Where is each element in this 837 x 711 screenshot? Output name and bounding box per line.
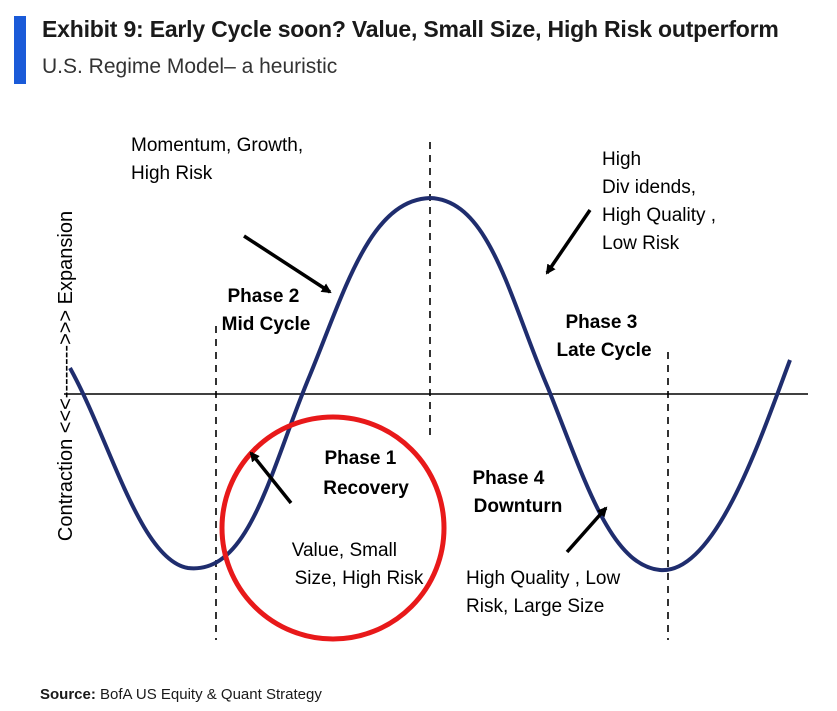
dividends-arrow [545,209,592,275]
phase2-label: Phase 2 Mid Cycle [222,286,311,335]
source-text: BofA US Equity & Quant Strategy [100,686,322,703]
value-arrow [249,451,293,505]
phase1-name: Phase 1 [324,448,396,469]
momentum-arrow [243,234,332,294]
quality-callout-line: Risk, Large Size [466,596,604,617]
dividends-callout: High Div idends, High Quality , Low Risk [602,149,721,254]
quality-callout-line: High Quality , Low [466,568,620,589]
cycle-curve [68,195,792,573]
phase2-name: Phase 2 [227,286,299,307]
momentum-callout-line: Momentum, Growth, [131,135,303,156]
value-callout-line: Value, Small [292,540,397,561]
exhibit-subtitle: U.S. Regime Model– a heuristic [42,55,338,78]
momentum-callout: Momentum, Growth, High Risk [131,135,308,184]
phase4-label: Phase 4 Downturn [472,468,562,517]
phase3-name: Phase 3 [565,312,637,333]
value-callout: Value, Small Size, High Risk [292,540,424,589]
dividends-callout-line: Low Risk [602,233,680,254]
quality-callout: High Quality , Low Risk, Large Size [466,568,625,617]
source-label: Source: [40,686,96,703]
phase1-label: Phase 1 Recovery [323,448,409,499]
value-callout-line: Size, High Risk [295,568,424,589]
dividends-callout-line: High [602,149,641,170]
momentum-callout-line: High Risk [131,163,213,184]
phase3-label: Phase 3 Late Cycle [556,312,651,361]
phase4-desc: Downturn [474,496,563,517]
accent-bar [14,16,26,84]
source-line: Source: BofA US Equity & Quant Strategy [40,686,322,703]
quality-arrow [565,506,608,554]
phase1-desc: Recovery [323,478,409,499]
phase3-desc: Late Cycle [556,340,651,361]
phase4-name: Phase 4 [472,468,544,489]
recovery-circle [219,414,447,642]
phase2-desc: Mid Cycle [222,314,311,335]
exhibit-title: Exhibit 9: Early Cycle soon? Value, Smal… [42,16,779,42]
y-axis-label: Contraction <<<-------->>> Expansion [55,211,77,541]
dividends-callout-line: Div idends, [602,177,696,198]
dividends-callout-line: High Quality , [602,205,716,226]
